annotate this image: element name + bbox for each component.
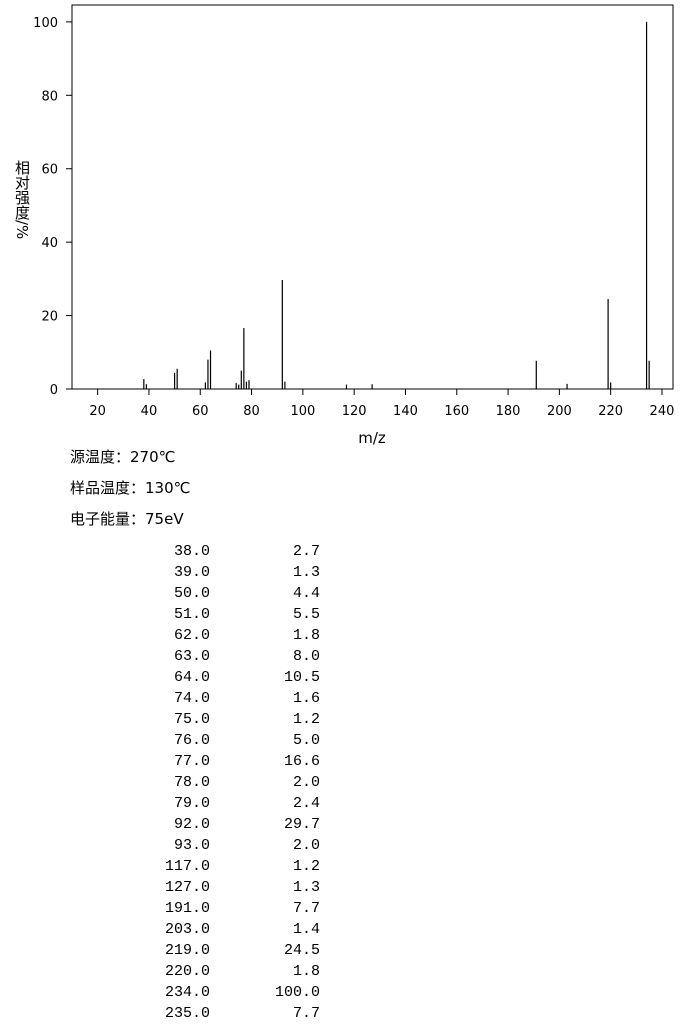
x-tick-label: 20 (89, 404, 106, 419)
table-mz: 38.0 (174, 543, 210, 560)
table-intensity: 4.4 (293, 585, 320, 602)
table-intensity: 5.5 (293, 606, 320, 623)
x-tick-label: 60 (192, 404, 209, 419)
table-mz: 127.0 (165, 879, 210, 896)
y-axis-label: 相对强度/% (13, 160, 31, 239)
info-line: 样品温度：130℃ (70, 479, 190, 497)
info-line: 源温度：270℃ (70, 448, 175, 466)
table-mz: 63.0 (174, 648, 210, 665)
table-mz: 220.0 (165, 963, 210, 980)
table-intensity: 1.8 (293, 627, 320, 644)
table-intensity: 24.5 (284, 942, 320, 959)
table-intensity: 2.0 (293, 774, 320, 791)
x-tick-label: 160 (444, 404, 469, 419)
table-mz: 51.0 (174, 606, 210, 623)
table-mz: 234.0 (165, 984, 210, 1001)
table-mz: 78.0 (174, 774, 210, 791)
table-mz: 191.0 (165, 900, 210, 917)
table-mz: 75.0 (174, 711, 210, 728)
table-mz: 74.0 (174, 690, 210, 707)
table-mz: 64.0 (174, 669, 210, 686)
plot-frame (71, 4, 674, 390)
table-intensity: 2.0 (293, 837, 320, 854)
table-mz: 235.0 (165, 1005, 210, 1020)
x-tick-label: 120 (342, 404, 367, 419)
table-intensity: 1.2 (293, 711, 320, 728)
x-tick-label: 80 (243, 404, 260, 419)
table-intensity: 1.3 (293, 879, 320, 896)
table-mz: 62.0 (174, 627, 210, 644)
y-tick-label: 40 (41, 236, 58, 251)
table-mz: 203.0 (165, 921, 210, 938)
x-tick-label: 40 (141, 404, 158, 419)
x-tick-label: 200 (547, 404, 572, 419)
table-intensity: 5.0 (293, 732, 320, 749)
table-mz: 39.0 (174, 564, 210, 581)
x-axis-label: m/z (358, 429, 386, 447)
x-tick-label: 220 (598, 404, 623, 419)
table-intensity: 1.4 (293, 921, 320, 938)
table-mz: 219.0 (165, 942, 210, 959)
table-intensity: 1.2 (293, 858, 320, 875)
table-intensity: 1.6 (293, 690, 320, 707)
x-tick-label: 180 (496, 404, 521, 419)
table-mz: 117.0 (165, 858, 210, 875)
table-intensity: 2.7 (293, 543, 320, 560)
y-tick-label: 20 (41, 310, 58, 325)
table-mz: 92.0 (174, 816, 210, 833)
y-tick-label: 100 (33, 16, 58, 31)
table-intensity: 1.8 (293, 963, 320, 980)
table-mz: 77.0 (174, 753, 210, 770)
table-mz: 50.0 (174, 585, 210, 602)
table-mz: 79.0 (174, 795, 210, 812)
table-intensity: 1.3 (293, 564, 320, 581)
y-tick-label: 80 (41, 89, 58, 104)
table-intensity: 100.0 (275, 984, 320, 1001)
table-intensity: 2.4 (293, 795, 320, 812)
table-intensity: 10.5 (284, 669, 320, 686)
y-tick-label: 60 (41, 163, 58, 178)
table-mz: 76.0 (174, 732, 210, 749)
y-tick-label: 0 (50, 383, 58, 398)
info-line: 电子能量：75eV (70, 510, 184, 528)
x-tick-label: 100 (290, 404, 315, 419)
table-intensity: 16.6 (284, 753, 320, 770)
table-intensity: 8.0 (293, 648, 320, 665)
x-tick-label: 140 (393, 404, 418, 419)
table-intensity: 7.7 (293, 1005, 320, 1020)
table-mz: 93.0 (174, 837, 210, 854)
x-tick-label: 240 (650, 404, 675, 419)
table-intensity: 29.7 (284, 816, 320, 833)
table-intensity: 7.7 (293, 900, 320, 917)
